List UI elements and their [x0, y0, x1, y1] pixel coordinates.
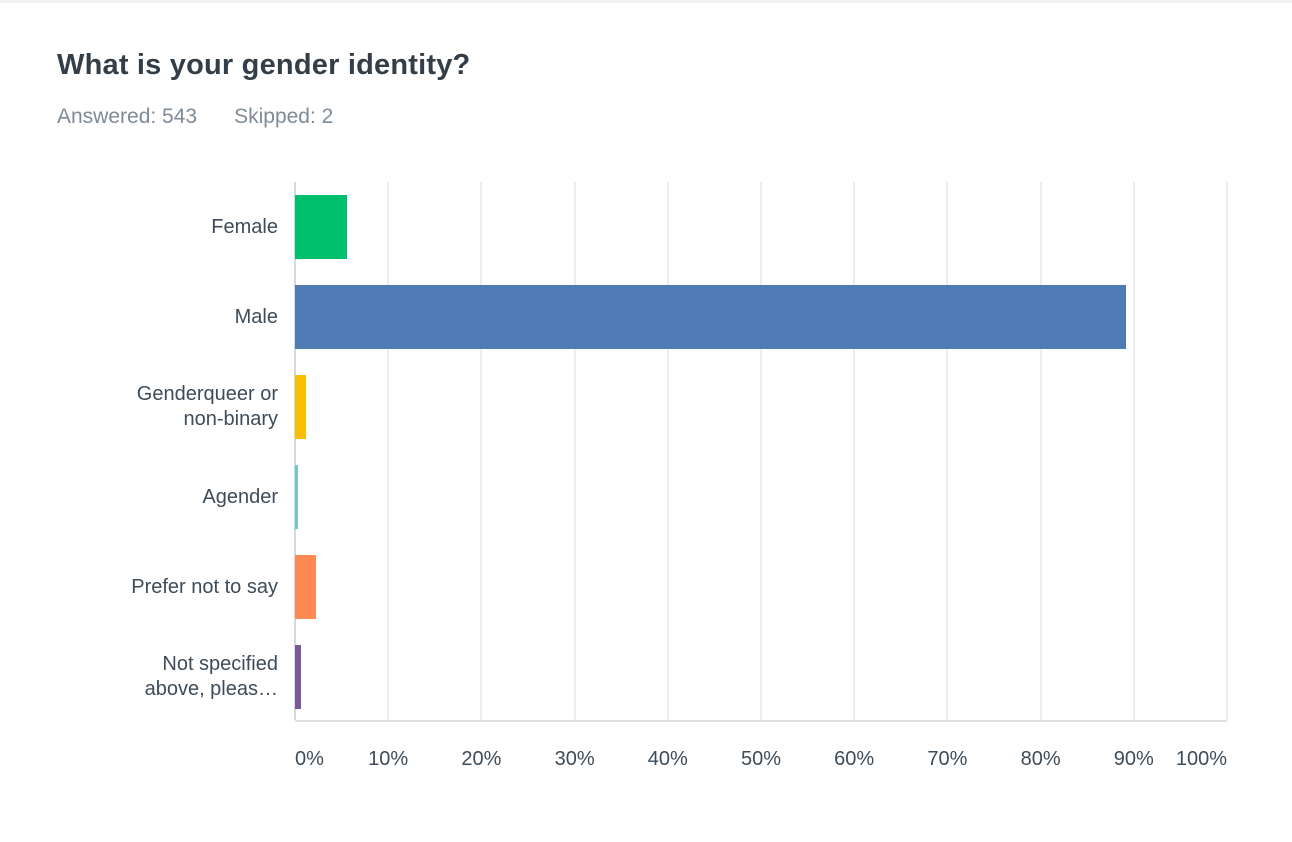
category-label: Female: [211, 215, 278, 238]
chart-gridlines: [294, 182, 1228, 722]
chart-row-prefer-not-to-say: Prefer not to say: [57, 542, 1227, 632]
category-label: Prefer not to say: [131, 575, 278, 598]
bar-track: [295, 632, 1227, 722]
bar-male: [295, 285, 1127, 349]
bar-track: [295, 452, 1227, 542]
x-tick-90pct: 90%: [1113, 748, 1154, 770]
category-label-cell: Agender: [57, 452, 295, 542]
chart-row-agender: Agender: [57, 452, 1227, 542]
category-label-cell: Female: [57, 182, 295, 272]
x-tick-80pct: 80%: [1020, 748, 1061, 770]
skipped-count: Skipped: 2: [234, 105, 334, 128]
gridline-90pct: [1132, 182, 1135, 720]
y-axis-line: [294, 182, 296, 720]
survey-question-results: What is your gender identity? Answered: …: [0, 3, 1292, 772]
category-label-cell: Prefer not to say: [57, 542, 295, 632]
x-tick-10pct: 10%: [368, 748, 409, 770]
chart-row-not-specified-above-pleas: Not specified above, pleas…: [57, 632, 1227, 722]
bar-genderqueer-or-non-binary: [295, 375, 307, 439]
category-label-cell: Genderqueer or non-binary: [57, 362, 295, 452]
gridline-100pct: [1226, 182, 1228, 720]
bar-track: [295, 362, 1227, 452]
x-tick-70pct: 70%: [927, 748, 968, 770]
bar-track: [295, 182, 1227, 272]
x-axis-labels: 0% 10% 20% 30% 40% 50% 60% 70% 80% 90% 100%: [295, 746, 1227, 772]
x-tick-20pct: 20%: [461, 748, 502, 770]
response-stats: Answered: 543 Skipped: 2: [57, 104, 1227, 130]
gridline-80pct: [1039, 182, 1042, 720]
gridline-30pct: [573, 182, 576, 720]
category-label: Agender: [202, 485, 278, 508]
chart-row-female: Female: [57, 182, 1227, 272]
gridline-60pct: [853, 182, 856, 720]
chart-row-male: Male: [57, 272, 1227, 362]
gridline-20pct: [480, 182, 483, 720]
chart-plot-area: Female Male Genderqueer or non-binary Agend…: [57, 182, 1228, 722]
chart-rows: Female Male Genderqueer or non-binary Agend…: [57, 182, 1227, 722]
x-tick-60pct: 60%: [834, 748, 875, 770]
x-tick-0pct: 0%: [295, 748, 324, 770]
bar-track: [295, 272, 1227, 362]
gridline-40pct: [666, 182, 669, 720]
x-tick-100pct: 100%: [1175, 748, 1227, 770]
gender-identity-bar-chart: Female Male Genderqueer or non-binary Agend…: [57, 182, 1228, 772]
answered-count: Answered: 543: [57, 105, 198, 128]
gridline-70pct: [946, 182, 949, 720]
bar-prefer-not-to-say: [295, 555, 316, 619]
page-top-strip: [0, 0, 1292, 3]
category-label-cell: Male: [57, 272, 295, 362]
category-label: Genderqueer or non-binary: [136, 383, 278, 430]
question-title: What is your gender identity?: [57, 49, 471, 81]
x-tick-30pct: 30%: [554, 748, 595, 770]
bar-female: [295, 195, 348, 259]
category-label-cell: Not specified above, pleas…: [57, 632, 295, 722]
gridline-10pct: [387, 182, 390, 720]
gridline-50pct: [760, 182, 762, 720]
bar-not-specified-above-pleas: [295, 645, 301, 709]
category-label: Not specified above, pleas…: [144, 653, 278, 700]
bar-agender: [295, 465, 298, 529]
chart-row-genderqueer-or-non-binary: Genderqueer or non-binary: [57, 362, 1227, 452]
category-label: Male: [234, 305, 278, 328]
bar-track: [295, 542, 1227, 632]
x-tick-50pct: 50%: [740, 748, 782, 770]
x-tick-40pct: 40%: [647, 748, 688, 770]
